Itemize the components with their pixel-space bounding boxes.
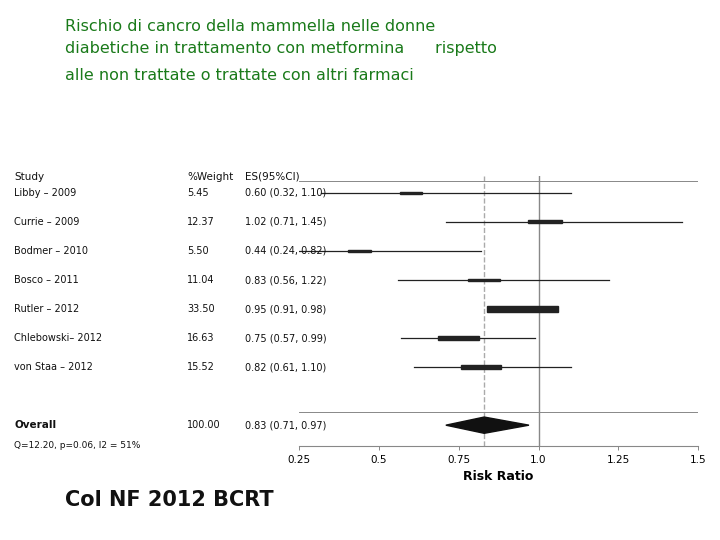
Text: 33.50: 33.50 — [187, 304, 215, 314]
FancyBboxPatch shape — [487, 306, 558, 312]
FancyBboxPatch shape — [400, 192, 422, 194]
Text: 1.02 (0.71, 1.45): 1.02 (0.71, 1.45) — [245, 217, 326, 227]
Text: 5.50: 5.50 — [187, 246, 209, 256]
Text: ES(95%CI): ES(95%CI) — [245, 172, 300, 182]
Text: Overall: Overall — [14, 420, 57, 430]
Text: diabetiche in trattamento con metformina      rispetto: diabetiche in trattamento con metformina… — [65, 40, 497, 56]
Text: Bodmer – 2010: Bodmer – 2010 — [14, 246, 89, 256]
Text: 15.52: 15.52 — [187, 362, 215, 372]
FancyBboxPatch shape — [462, 366, 500, 369]
Text: Study: Study — [14, 172, 45, 182]
Text: 12.37: 12.37 — [187, 217, 215, 227]
Text: 100.00: 100.00 — [187, 420, 221, 430]
Text: Currie – 2009: Currie – 2009 — [14, 217, 80, 227]
Text: Rischio di cancro della mammella nelle donne: Rischio di cancro della mammella nelle d… — [65, 19, 435, 34]
Text: Q=12.20, p=0.06, I2 = 51%: Q=12.20, p=0.06, I2 = 51% — [14, 441, 141, 450]
Text: Libby – 2009: Libby – 2009 — [14, 188, 76, 198]
Text: %Weight: %Weight — [187, 172, 233, 182]
Text: 0.82 (0.61, 1.10): 0.82 (0.61, 1.10) — [245, 362, 326, 372]
Text: 0.60 (0.32, 1.10): 0.60 (0.32, 1.10) — [245, 188, 326, 198]
FancyBboxPatch shape — [438, 336, 480, 340]
FancyBboxPatch shape — [468, 279, 500, 281]
Text: 0.75 (0.57, 0.99): 0.75 (0.57, 0.99) — [245, 333, 326, 343]
FancyBboxPatch shape — [348, 250, 371, 252]
X-axis label: Risk Ratio: Risk Ratio — [464, 470, 534, 483]
Text: von Staa – 2012: von Staa – 2012 — [14, 362, 94, 372]
Text: 11.04: 11.04 — [187, 275, 215, 285]
Text: 5.45: 5.45 — [187, 188, 209, 198]
Polygon shape — [446, 417, 529, 433]
Text: Chlebowski– 2012: Chlebowski– 2012 — [14, 333, 102, 343]
Text: 0.83 (0.71, 0.97): 0.83 (0.71, 0.97) — [245, 420, 326, 430]
Text: 0.44 (0.24, 0.82): 0.44 (0.24, 0.82) — [245, 246, 326, 256]
Text: alle non trattate o trattate con altri farmaci: alle non trattate o trattate con altri f… — [65, 68, 413, 83]
FancyBboxPatch shape — [528, 220, 562, 224]
Text: 16.63: 16.63 — [187, 333, 215, 343]
Text: Bosco – 2011: Bosco – 2011 — [14, 275, 79, 285]
Text: 0.95 (0.91, 0.98): 0.95 (0.91, 0.98) — [245, 304, 326, 314]
Text: Col NF 2012 BCRT: Col NF 2012 BCRT — [65, 490, 274, 510]
Text: 0.83 (0.56, 1.22): 0.83 (0.56, 1.22) — [245, 275, 326, 285]
Text: Rutler – 2012: Rutler – 2012 — [14, 304, 80, 314]
